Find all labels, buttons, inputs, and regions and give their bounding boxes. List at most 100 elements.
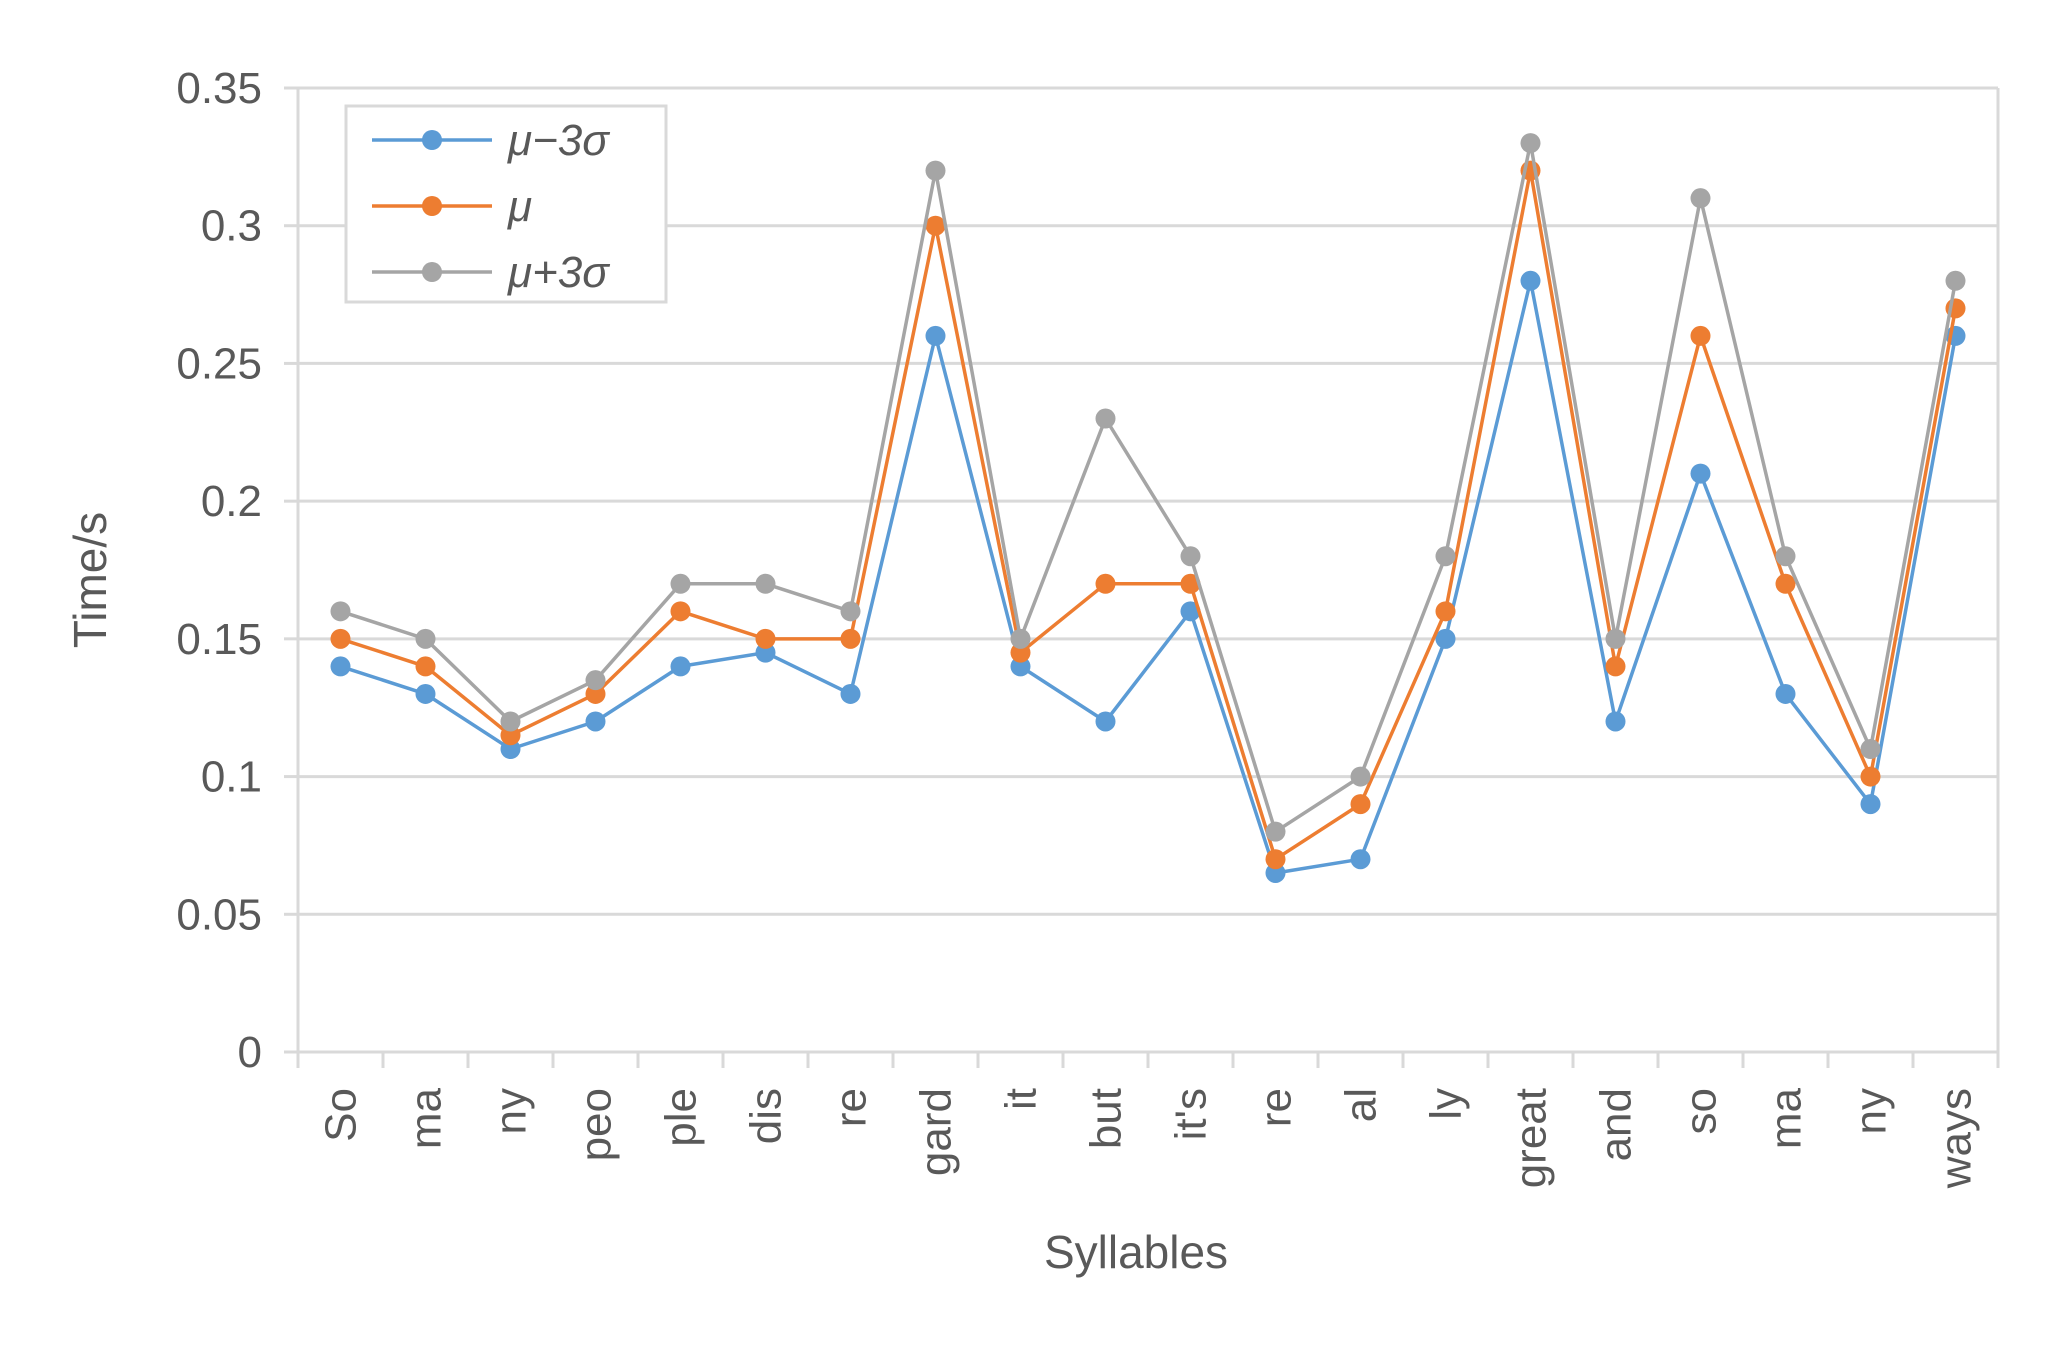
data-point [840,628,861,649]
data-point [1435,601,1456,622]
x-tick-label: ple [657,1088,706,1147]
data-point [585,683,606,704]
data-point [1265,821,1286,842]
data-point [1435,546,1456,567]
series-1 [330,270,1966,883]
legend-label: μ+3σ [507,248,610,297]
data-point [585,711,606,732]
x-tick-label: but [1082,1088,1131,1149]
data-point [415,628,436,649]
data-point [1010,656,1031,677]
x-tick-label: dis [742,1088,791,1144]
x-tick-label: So [317,1088,366,1142]
data-point [500,739,521,760]
legend-marker [422,196,442,216]
data-point [1180,573,1201,594]
x-tick-label: ny [487,1088,536,1134]
x-tick-label: re [1252,1088,1301,1127]
legend-label: μ [507,182,532,231]
data-point [755,628,776,649]
data-point [1520,133,1541,154]
data-point [585,670,606,691]
data-point [1605,656,1626,677]
data-point [1350,849,1371,870]
data-point [1690,463,1711,484]
x-tick-label: re [827,1088,876,1127]
x-tick-label: al [1337,1088,1386,1122]
x-tick-label: so [1677,1088,1726,1134]
data-point [1690,325,1711,346]
data-point [670,656,691,677]
data-point [1265,849,1286,870]
legend-entry: μ [372,182,532,231]
y-axis-title: Time/s [64,512,116,648]
data-point [1860,794,1881,815]
y-tick-label: 0.05 [176,890,262,939]
y-tick-label: 0 [238,1028,262,1077]
data-point [1095,573,1116,594]
data-point [1095,711,1116,732]
series-2 [330,160,1966,870]
legend-label: μ−3σ [507,116,610,165]
data-point [925,325,946,346]
legend-entry: μ−3σ [372,116,610,165]
data-point [670,573,691,594]
data-point [330,628,351,649]
data-point [1180,601,1201,622]
series-line [339,141,1958,834]
x-axis-title: Syllables [1044,1226,1228,1278]
data-point [1775,683,1796,704]
data-point [670,601,691,622]
data-point [925,215,946,236]
x-tick-label: great [1507,1088,1556,1188]
data-point [1775,573,1796,594]
y-tick-label: 0.3 [201,202,262,251]
series-3 [330,133,1966,842]
data-point [840,601,861,622]
y-tick-label: 0.2 [201,477,262,526]
x-tick-label: ly [1422,1088,1471,1120]
y-tick-label: 0.25 [176,339,262,388]
series [330,133,1966,883]
data-point [330,601,351,622]
data-point [755,642,776,663]
data-point [1265,862,1286,883]
y-tick-label: 0.35 [176,64,262,113]
x-tick-label: ma [402,1087,451,1149]
data-point [1350,794,1371,815]
data-point [1520,270,1541,291]
x-tick-labels: So ma ny peo ple dis re gard it but it's re al ly grea… [317,1087,1981,1189]
series-line [339,168,1958,861]
data-point [755,573,776,594]
x-tick-label: ny [1847,1088,1896,1134]
data-point [1860,739,1881,760]
data-point [1860,766,1881,787]
data-point [1095,408,1116,429]
x-tick-label: ways [1932,1088,1981,1189]
data-point [1010,628,1031,649]
data-point [500,711,521,732]
data-point [1350,766,1371,787]
data-point [1945,270,1966,291]
x-tick-label: it's [1167,1088,1216,1140]
series-line [339,279,1958,875]
data-point [1605,711,1626,732]
x-tick-label: and [1592,1088,1641,1161]
y-tick-label: 0.1 [201,753,262,802]
legend-marker [422,262,442,282]
data-point [500,725,521,746]
data-point [415,683,436,704]
x-tick-label: gard [912,1088,961,1176]
data-point [925,160,946,181]
data-point [415,656,436,677]
data-point [1010,642,1031,663]
x-tick-label: it [997,1088,1046,1110]
data-point [1180,546,1201,567]
data-point [1605,628,1626,649]
data-point [840,683,861,704]
axes [284,86,2000,1068]
data-point [1435,628,1456,649]
legend-marker [422,130,442,150]
legend-entry: μ+3σ [372,248,610,297]
